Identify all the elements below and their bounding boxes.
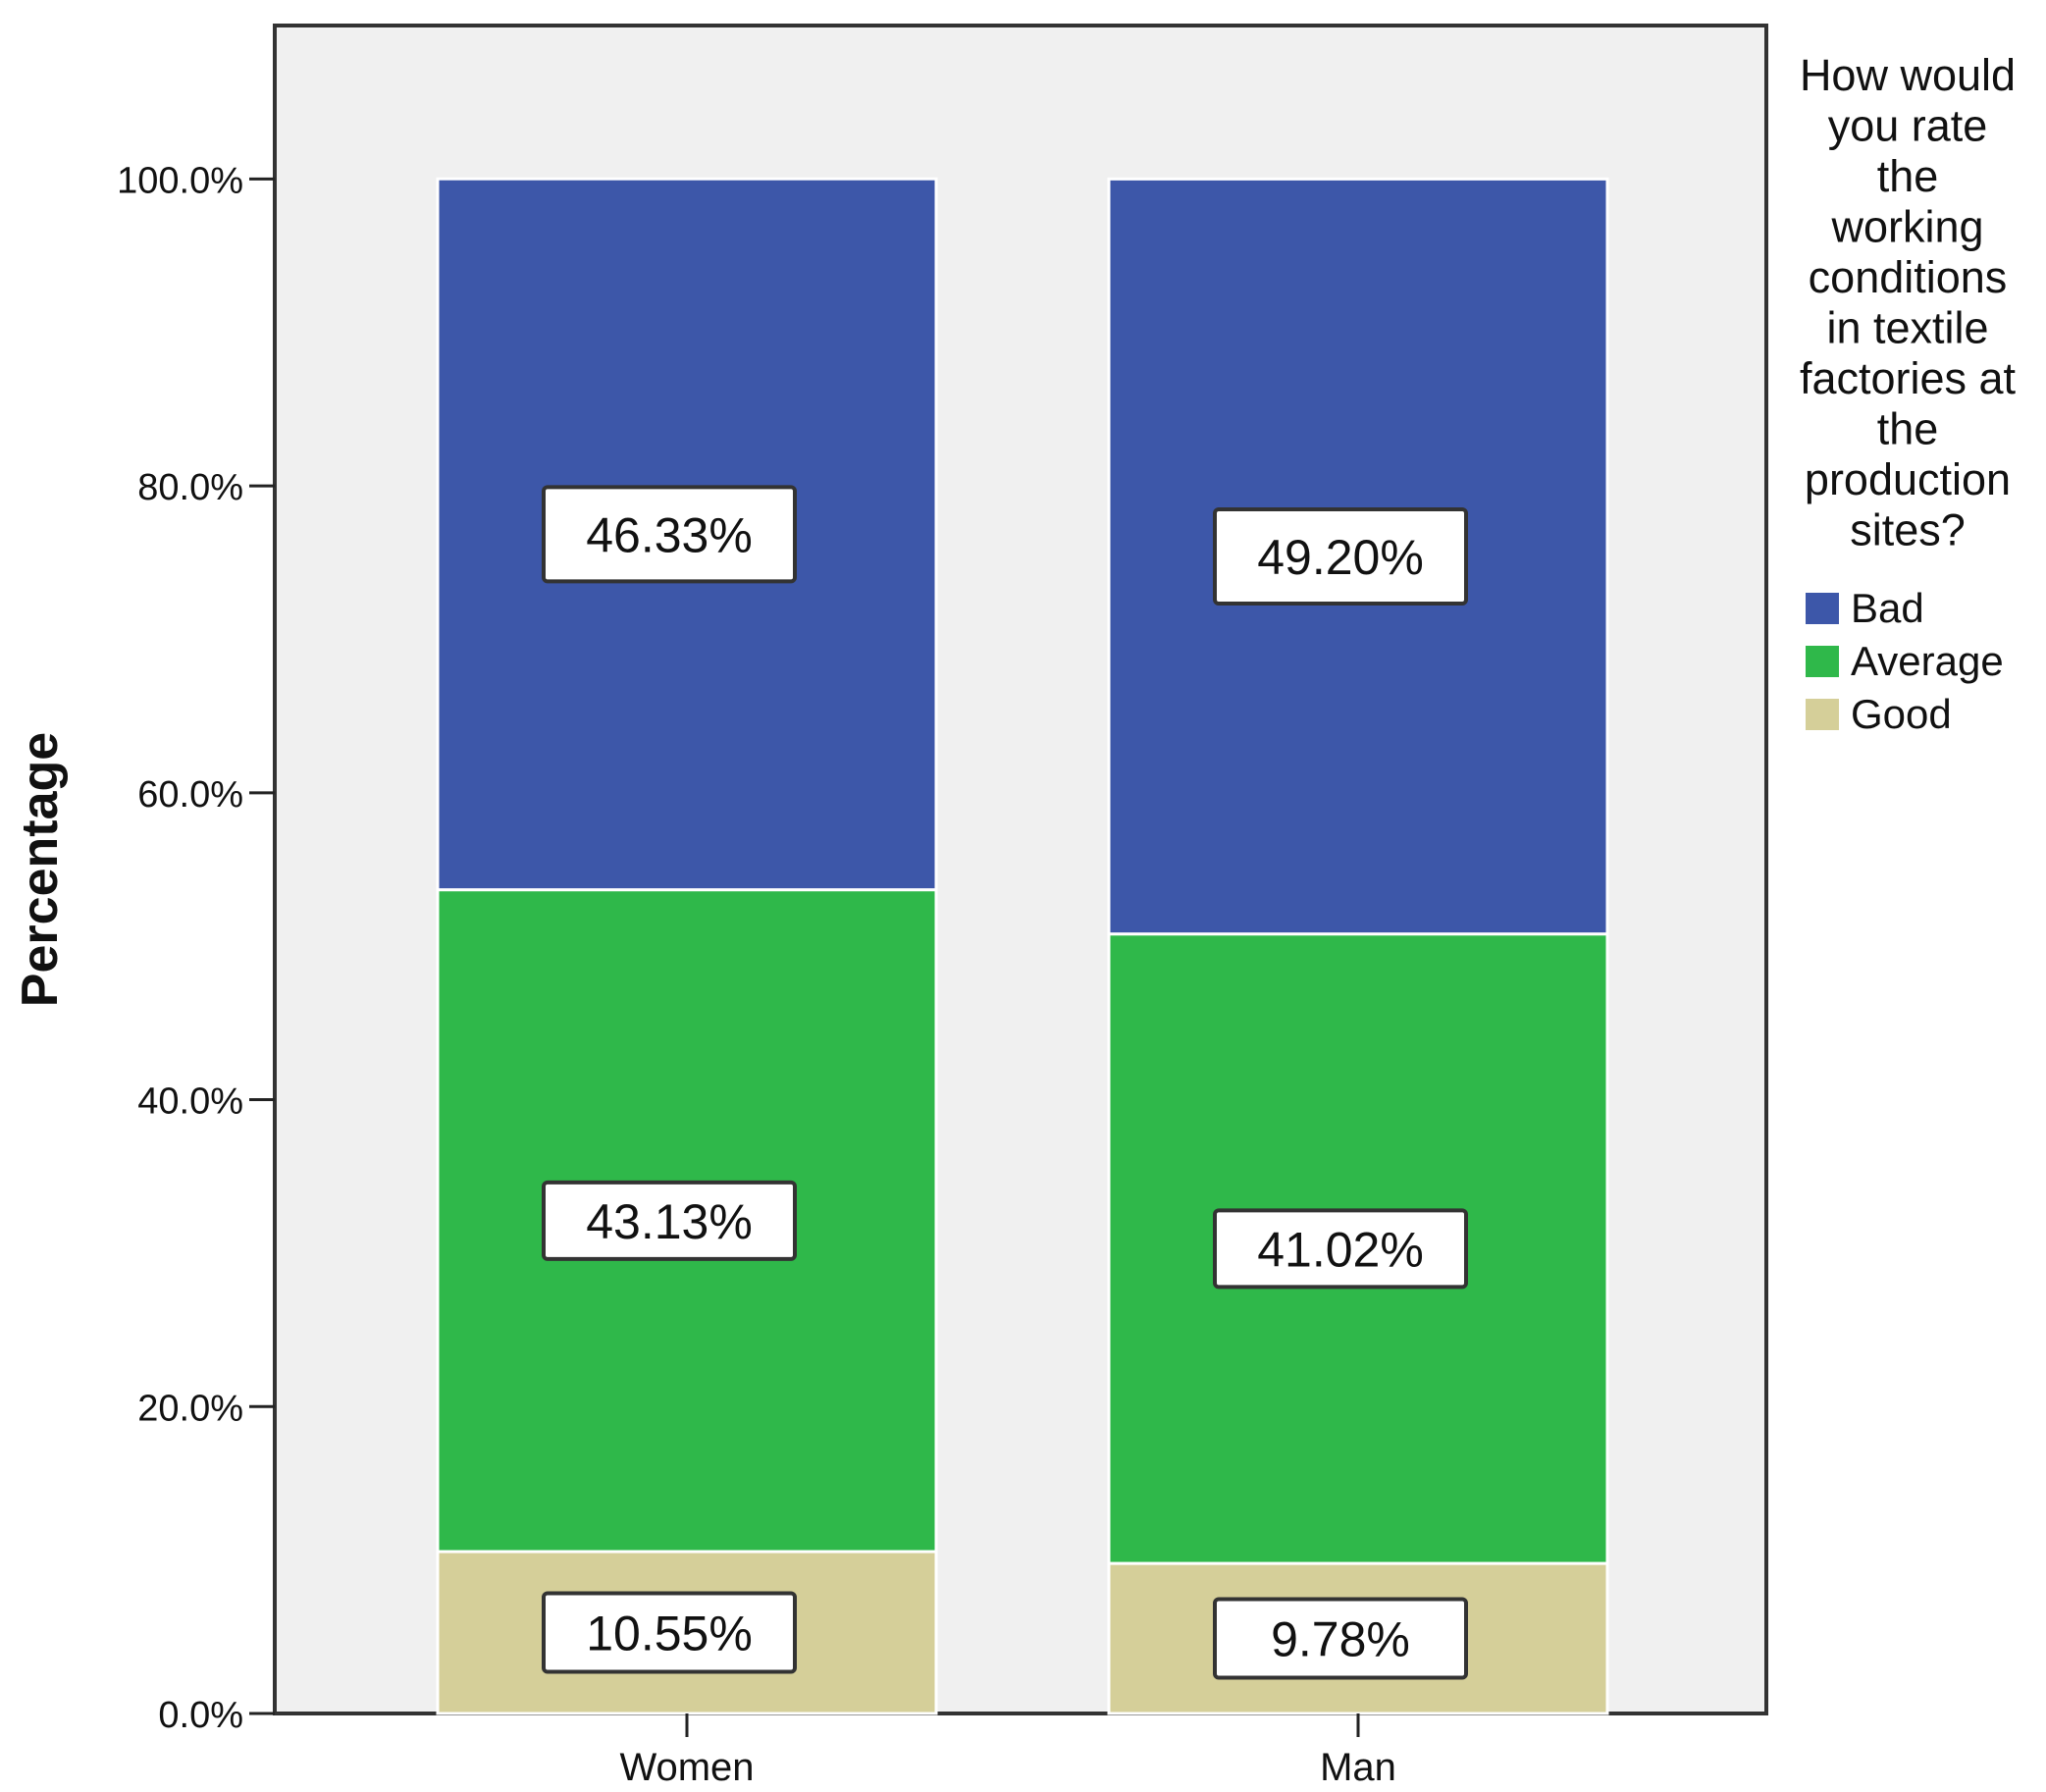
data-label-box — [542, 1591, 797, 1674]
legend-title-line: production — [1805, 454, 2011, 504]
legend-swatch-good — [1806, 699, 1839, 730]
legend-title-line: factories at — [1800, 353, 2017, 403]
y-tick-label: 100.0% — [117, 160, 243, 201]
legend-title-line: the — [1877, 151, 1939, 201]
legend-swatch-average — [1806, 646, 1839, 677]
data-label: 9.78% — [1271, 1612, 1410, 1667]
y-tick-label: 80.0% — [137, 467, 243, 508]
legend-title-line: sites? — [1850, 505, 1966, 555]
legend-title-line: How would — [1800, 50, 2016, 100]
y-axis-title: Percentage — [12, 732, 69, 1007]
legend-label-average: Average — [1851, 638, 2004, 684]
data-label-box — [1213, 507, 1468, 606]
data-label-box — [1213, 1597, 1468, 1680]
legend-label-good: Good — [1851, 691, 1952, 737]
legend-title-line: in textile — [1826, 303, 1988, 353]
data-label: 46.33% — [586, 507, 753, 562]
data-label: 43.13% — [586, 1194, 753, 1249]
data-label: 49.20% — [1257, 530, 1424, 585]
legend-title-line: the — [1877, 404, 1939, 454]
y-tick-label: 40.0% — [137, 1081, 243, 1123]
x-tick-label: Man — [1320, 1746, 1396, 1789]
y-tick-label: 60.0% — [137, 774, 243, 816]
data-label-box — [1213, 1208, 1468, 1290]
data-label-box — [542, 485, 797, 584]
legend-swatch-bad — [1806, 593, 1839, 624]
legend-title-line: conditions — [1809, 252, 2008, 302]
data-label: 41.02% — [1257, 1222, 1424, 1277]
x-tick-label: Women — [619, 1746, 754, 1789]
y-tick-label: 0.0% — [158, 1695, 243, 1736]
legend-title-line: you rate — [1828, 101, 1988, 151]
data-label-box — [542, 1180, 797, 1261]
data-labels-layer: 10.55% 43.13% 46.33% 9.78% 41.02% 49.20% — [542, 485, 1468, 1680]
x-axis: Women Man — [619, 1713, 1396, 1789]
y-tick-label: 20.0% — [137, 1388, 243, 1429]
data-label: 10.55% — [586, 1607, 753, 1661]
legend-label-bad: Bad — [1851, 585, 1924, 631]
legend-title-line: working — [1830, 202, 1983, 252]
y-axis: 0.0% 20.0% 40.0% 60.0% 80.0% 100.0% — [117, 160, 275, 1736]
